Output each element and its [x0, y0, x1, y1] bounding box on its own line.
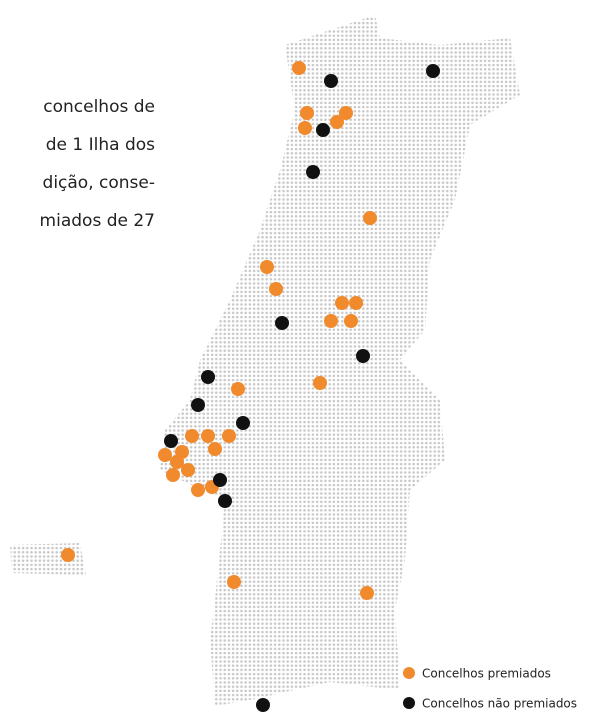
not-awarded-marker [201, 370, 215, 384]
not-awarded-marker [256, 698, 270, 712]
awarded-marker [222, 429, 236, 443]
awarded-marker [339, 106, 353, 120]
legend-swatch [403, 697, 415, 709]
awarded-marker [335, 296, 349, 310]
awarded-marker [363, 211, 377, 225]
not-awarded-marker [164, 434, 178, 448]
awarded-marker [181, 463, 195, 477]
awarded-marker [201, 429, 215, 443]
awarded-marker [227, 575, 241, 589]
paragraph-line: miados de 27 [40, 211, 155, 231]
awarded-marker [158, 448, 172, 462]
awarded-marker [170, 455, 184, 469]
island [10, 543, 86, 575]
legend-label: Concelhos não premiados [422, 697, 577, 711]
not-awarded-marker [356, 349, 370, 363]
paragraph-line: dição, conse- [43, 173, 155, 193]
not-awarded-marker [426, 64, 440, 78]
awarded-marker [231, 382, 245, 396]
awarded-marker [208, 442, 222, 456]
not-awarded-marker [213, 473, 227, 487]
paragraph-line: de 1 Ilha dos [46, 135, 155, 155]
not-awarded-marker [236, 416, 250, 430]
awarded-marker [330, 115, 344, 129]
awarded-marker [61, 548, 75, 562]
awarded-marker [324, 314, 338, 328]
paragraph: concelhos de de 1 Ilha dos dição, conse-… [40, 97, 156, 231]
awarded-marker [344, 314, 358, 328]
mainland [160, 15, 520, 706]
awarded-marker [349, 296, 363, 310]
not-awarded-marker [275, 316, 289, 330]
awarded-marker [185, 429, 199, 443]
not-awarded-marker [324, 74, 338, 88]
awarded-marker [166, 468, 180, 482]
awarded-marker [300, 106, 314, 120]
awarded-marker [313, 376, 327, 390]
awarded-marker [360, 586, 374, 600]
paragraph-line: concelhos de [43, 97, 155, 117]
awarded-marker [269, 282, 283, 296]
awarded-marker [292, 61, 306, 75]
not-awarded-marker [306, 165, 320, 179]
legend-swatch [403, 667, 415, 679]
awarded-marker [298, 121, 312, 135]
not-awarded-marker [191, 398, 205, 412]
legend-label: Concelhos premiados [422, 667, 551, 681]
not-awarded-marker [316, 123, 330, 137]
awarded-marker [191, 483, 205, 497]
markers [61, 61, 440, 712]
not-awarded-marker [218, 494, 232, 508]
awarded-marker [260, 260, 274, 274]
